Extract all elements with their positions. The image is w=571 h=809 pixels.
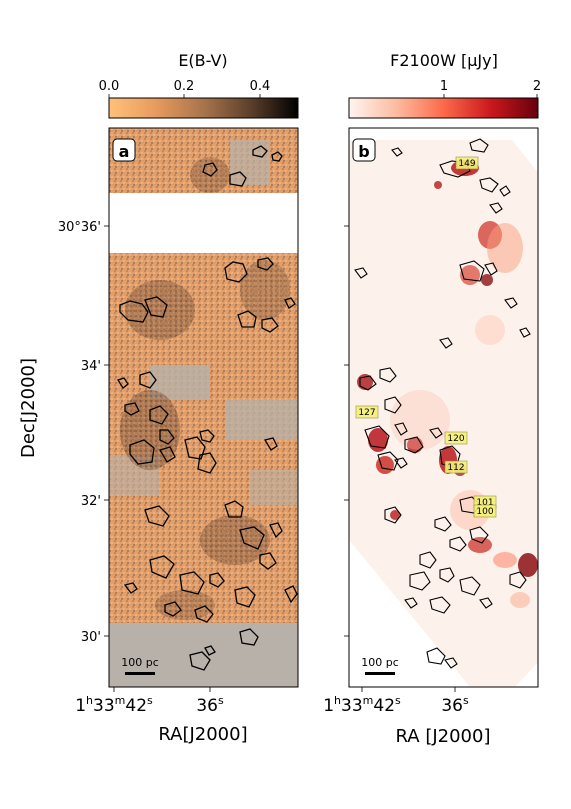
colorbar-a-tick-label: 0.0 [99,79,120,94]
svg-text:149: 149 [458,159,475,169]
y-tick-label: 30°36' [58,220,101,235]
y-tick-label: 32' [81,494,101,509]
y-tick-label: 30' [81,630,101,645]
colorbar-b-tick-label: 1 [440,79,448,94]
panel-b: F2100W [μJy] 1 2 [323,51,541,747]
y-tick-label: 34' [81,359,101,374]
colorbar-b [348,97,539,119]
region-label-100: 100 [473,504,497,518]
panel-a-badge [112,138,136,162]
scalebar-a [125,672,155,675]
region-label-127: 127 [355,405,379,419]
scalebar-a-label: 100 pc [121,656,159,669]
svg-text:127: 127 [358,408,375,418]
x-tick-label-b: 1h33m42s [323,694,401,716]
panel-b-label: b [358,142,369,161]
contours-a [117,145,298,671]
colorbar-a-tick-label: 0.4 [250,79,271,94]
emission [357,160,538,608]
x-axis-label-b: RA [J2000] [396,726,491,747]
colorbar-b-tick-label: 2 [533,79,541,94]
colorbar-a [108,97,299,119]
svg-text:112: 112 [447,463,464,473]
scalebar-b [365,672,395,675]
x-axis-label-a: RA[J2000] [158,724,247,745]
x-tick-label-a: 36s [196,694,224,716]
colorbar-b-title: F2100W [μJy] [390,51,498,70]
y-axis-label: Dec[J2000] [18,358,39,458]
colorbar-a-title: E(B-V) [178,51,227,70]
panel-b-frame [348,127,539,688]
svg-text:120: 120 [447,434,464,444]
panel-a: E(B-V) 0.0 0.2 0.4 [18,51,299,745]
svg-text:100: 100 [476,507,493,517]
svg-text:101: 101 [476,498,493,508]
colorbar-a-tick-label: 0.2 [174,79,195,94]
panel-a-frame [108,127,299,688]
x-tick-label-a: 1h33m42s [75,694,153,716]
region-labels: 149 127 120 112 101 100 [355,156,497,518]
scalebar-b-label: 100 pc [361,656,399,669]
region-label-149: 149 [455,156,479,170]
x-tick-label-b: 36s [441,694,469,716]
panel-a-label: a [119,142,130,161]
ebv-map [109,128,298,687]
region-label-112: 112 [444,460,468,474]
contours-b [354,138,531,669]
panel-b-badge [352,138,376,162]
region-label-120: 120 [444,431,468,445]
f2100w-map [349,128,538,687]
